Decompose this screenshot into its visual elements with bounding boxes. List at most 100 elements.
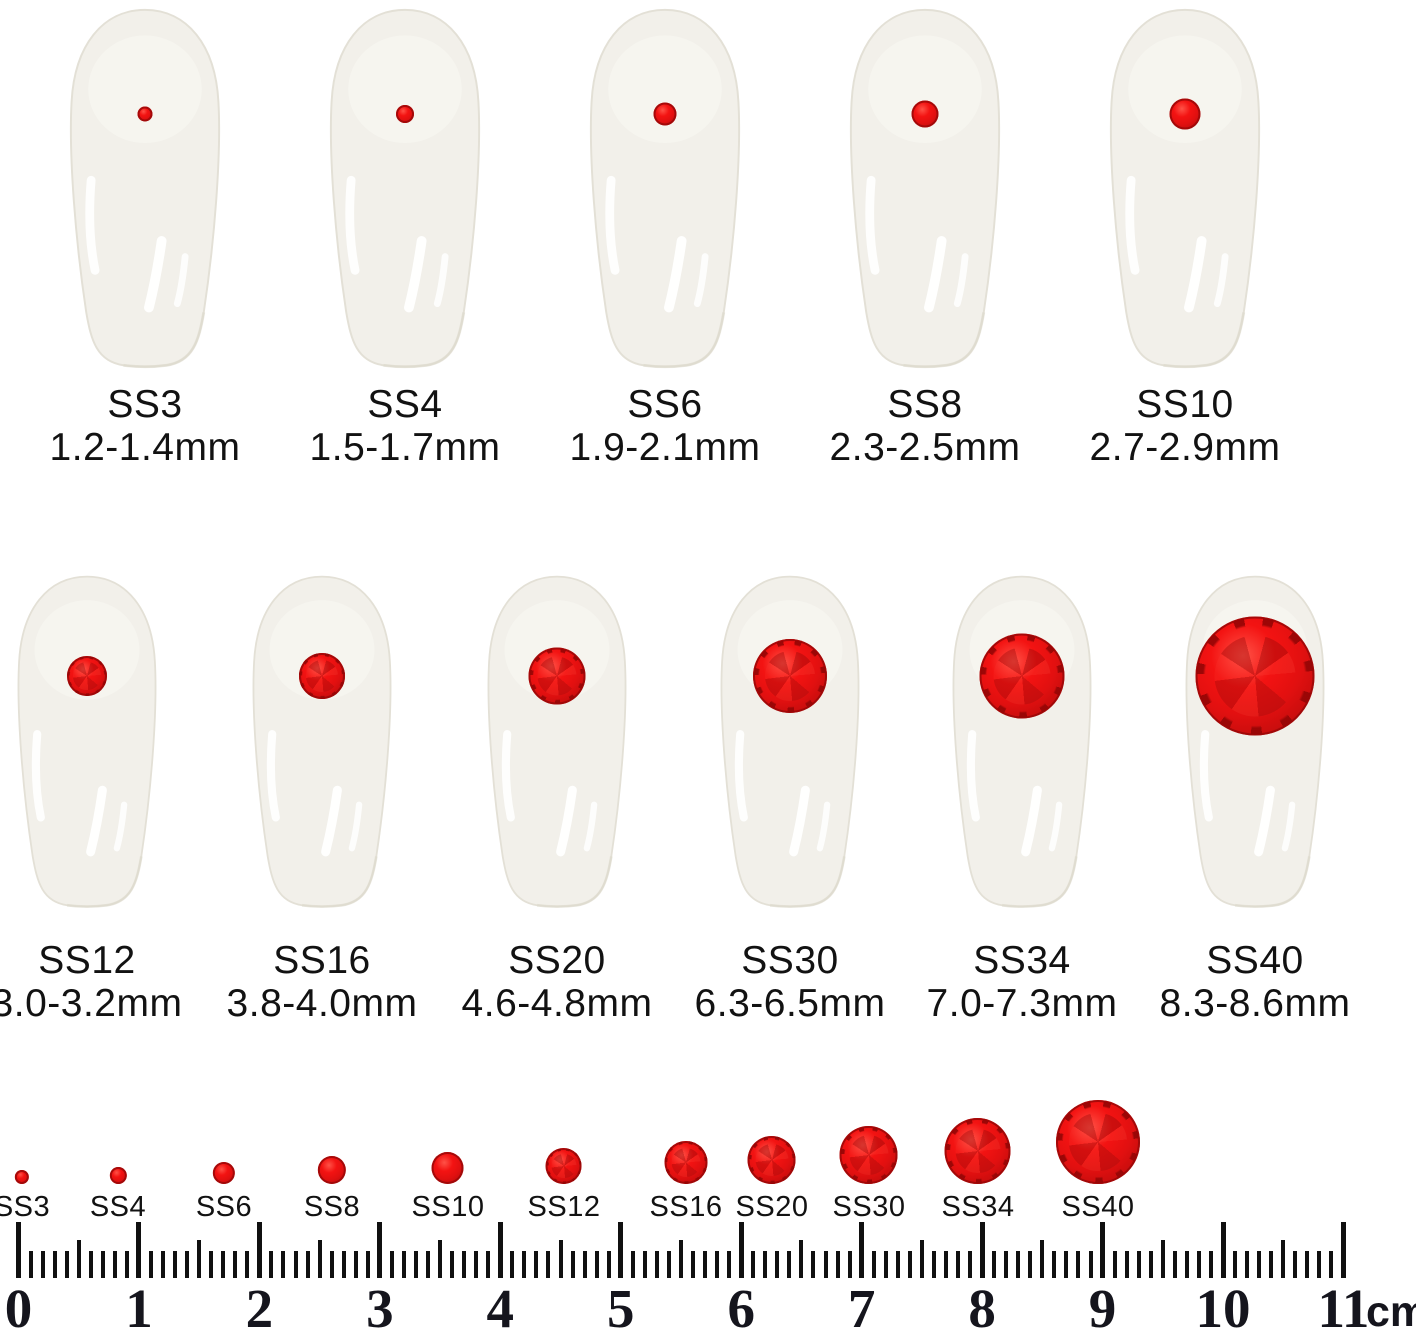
ruler-tick-major — [16, 1222, 21, 1278]
ruler-tick-mid — [438, 1240, 443, 1278]
ruler-tick-mid — [558, 1240, 563, 1278]
ruler-tick-minor — [968, 1251, 973, 1278]
ruler-tick-minor — [221, 1251, 226, 1278]
strip-size-sample: SS6 — [196, 1096, 252, 1222]
size-code-label: SS10 — [411, 1191, 485, 1223]
ruler-number: 0 — [4, 1278, 33, 1339]
ruler-tick-minor — [1293, 1251, 1298, 1278]
ruler-unit-label: cm — [1366, 1288, 1416, 1336]
size-code-label: SS40 — [1206, 939, 1304, 982]
rhinestone-icon — [911, 100, 939, 128]
ruler-tick-minor — [1233, 1251, 1238, 1278]
nail-tip-image — [69, 8, 221, 369]
ruler-tick-minor — [100, 1251, 105, 1278]
ruler-tick-minor — [594, 1251, 599, 1278]
nail-size-sample: SS3 1.2-1.4mm — [5, 6, 285, 469]
ruler-tick-minor — [522, 1251, 527, 1278]
strip-size-sample: SS12 — [528, 1096, 601, 1222]
ruler-tick-major — [618, 1222, 624, 1278]
rhinestone-box — [736, 1096, 809, 1184]
rhinestone-icon — [431, 1152, 464, 1184]
ruler-tick-minor — [931, 1251, 936, 1278]
ruler-tick-minor — [462, 1251, 467, 1278]
nail-size-sample: SS10 2.7-2.9mm — [1045, 6, 1325, 469]
nail-tip-image — [849, 8, 1001, 369]
size-code-label: SS8 — [887, 383, 963, 426]
ruler-tick-minor — [353, 1251, 358, 1278]
nail-tip-image — [1185, 575, 1325, 908]
ruler-tick-minor — [1064, 1251, 1069, 1278]
size-code-label: SS10 — [1136, 383, 1234, 426]
rhinestone-icon — [299, 653, 345, 699]
rhinestone-box — [528, 1096, 601, 1184]
size-code-label: SS30 — [741, 939, 839, 982]
ruler-tick-minor — [52, 1251, 57, 1278]
nail-size-sample: SS8 2.3-2.5mm — [785, 6, 1065, 469]
strip-size-sample: SS8 — [304, 1096, 360, 1222]
size-range-label: 1.2-1.4mm — [49, 426, 241, 469]
ruler-tick-minor — [787, 1251, 792, 1278]
ruler-tick-mid — [197, 1240, 202, 1278]
ruler-tick-minor — [1148, 1251, 1153, 1278]
ruler-tick-mid — [1281, 1240, 1286, 1278]
rhinestone-box — [833, 1096, 906, 1184]
size-range-label: 4.6-4.8mm — [461, 982, 653, 1025]
ruler-number: 7 — [847, 1278, 876, 1339]
rhinestone-icon — [664, 1141, 708, 1184]
ruler-tick-minor — [401, 1251, 406, 1278]
strip-size-sample: SS34 — [942, 1096, 1015, 1222]
rhinestone-icon — [979, 633, 1065, 719]
size-code-label: SS34 — [941, 1191, 1015, 1223]
rhinestone-icon — [396, 105, 414, 123]
ruler-tick-minor — [1305, 1251, 1310, 1278]
ruler: cm 0 1 2 3 4 5 6 7 8 9 10 11 — [0, 1222, 1416, 1338]
ruler-tick-minor — [1208, 1251, 1213, 1278]
rhinestone-icon — [753, 639, 827, 713]
rhinestone-icon — [14, 1170, 29, 1184]
ruler-tick-minor — [293, 1251, 298, 1278]
ruler-tick-mid — [678, 1240, 683, 1278]
ruler-tick-minor — [751, 1251, 756, 1278]
ruler-tick-minor — [992, 1251, 997, 1278]
ruler-tick-minor — [1028, 1251, 1033, 1278]
ruler-tick-minor — [835, 1251, 840, 1278]
ruler-tick-minor — [642, 1251, 647, 1278]
ruler-tick-mid — [799, 1240, 804, 1278]
size-code-label: SS4 — [89, 1191, 147, 1223]
ruler-tick-minor — [329, 1251, 334, 1278]
ruler-tick-mid — [76, 1240, 81, 1278]
strip-size-sample: SS30 — [833, 1096, 906, 1222]
rhinestone-icon — [747, 1136, 796, 1184]
size-code-label: SS20 — [508, 939, 606, 982]
ruler-tick-minor — [654, 1251, 659, 1278]
rhinestone-box — [942, 1096, 1015, 1184]
rhinestone-box — [0, 1096, 50, 1184]
rhinestone-icon — [545, 1148, 582, 1184]
ruler-number: 9 — [1088, 1278, 1117, 1339]
ruler-tick-minor — [269, 1251, 274, 1278]
ruler-tick-minor — [64, 1251, 69, 1278]
size-range-label: 6.3-6.5mm — [694, 982, 886, 1025]
rhinestone-icon — [67, 656, 107, 696]
ruler-tick-minor — [883, 1251, 888, 1278]
rhinestone-icon — [653, 102, 677, 126]
nail-size-sample: SS12 3.0-3.2mm — [0, 556, 212, 1025]
ruler-tick-minor — [534, 1251, 539, 1278]
ruler-number: 5 — [607, 1278, 635, 1339]
ruler-number: 10 — [1195, 1278, 1251, 1339]
ruler-tick-major — [738, 1222, 744, 1278]
size-code-label: SS4 — [367, 383, 443, 426]
size-range-label: 2.3-2.5mm — [829, 426, 1021, 469]
ruler-tick-mid — [919, 1240, 924, 1278]
size-code-label: SS16 — [273, 939, 371, 982]
ruler-tick-minor — [763, 1251, 768, 1278]
ruler-tick-major — [1340, 1222, 1346, 1278]
ruler-tick-minor — [546, 1251, 551, 1278]
rhinestone-icon — [317, 1156, 346, 1184]
ruler-tick-major — [979, 1222, 985, 1278]
ruler-tick-minor — [956, 1251, 960, 1278]
ruler-tick-major — [1100, 1222, 1106, 1278]
ruler-tick-minor — [847, 1251, 852, 1278]
ruler-tick-minor — [1088, 1251, 1093, 1278]
nail-tip-image — [17, 575, 157, 908]
